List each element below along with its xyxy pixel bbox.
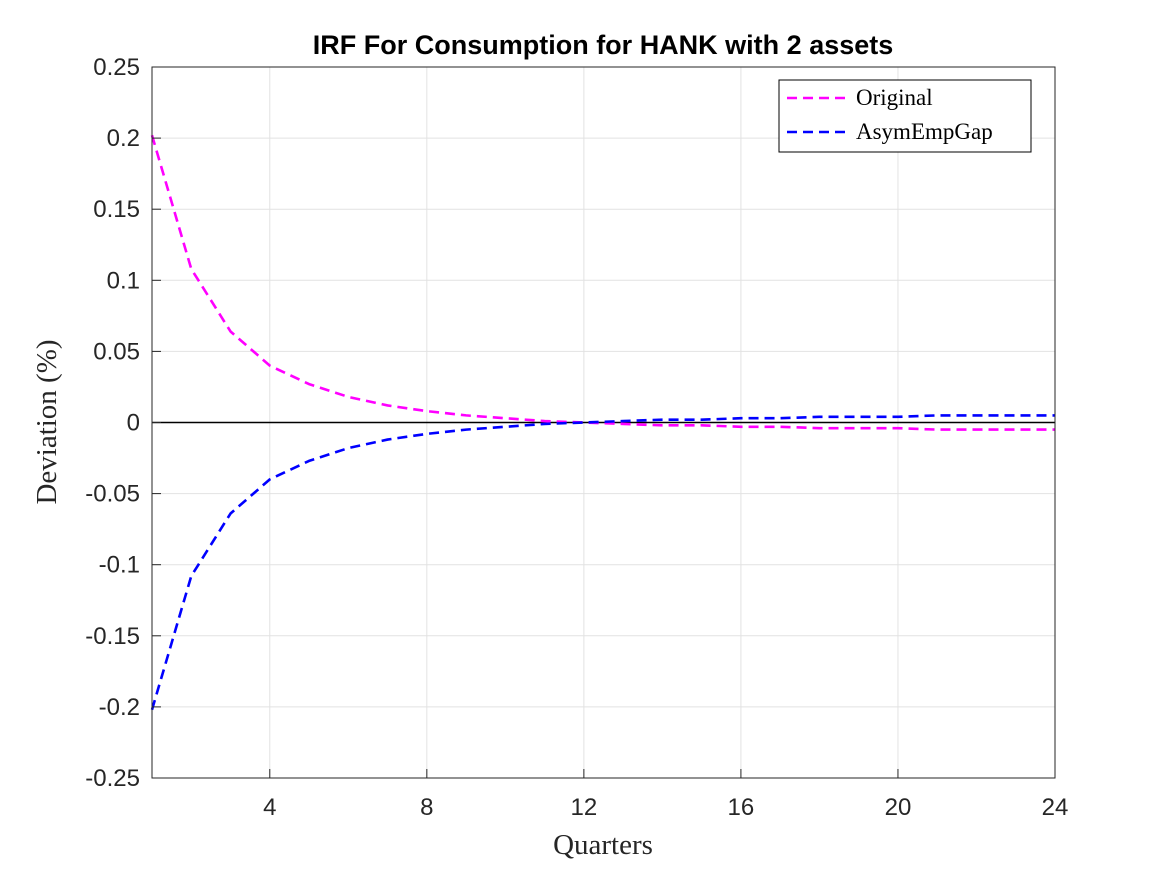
y-tick-label: 0.15 bbox=[93, 196, 140, 223]
x-tick-label: 8 bbox=[420, 794, 433, 821]
y-tick-label: 0.05 bbox=[93, 338, 140, 365]
y-tick-label: 0.25 bbox=[93, 54, 140, 81]
x-tick-label: 12 bbox=[571, 794, 598, 821]
y-tick-label: -0.25 bbox=[85, 765, 140, 792]
legend: Original AsymEmpGap bbox=[778, 79, 1032, 153]
x-tick-label: 20 bbox=[885, 794, 912, 821]
x-tick-label: 4 bbox=[263, 794, 276, 821]
y-tick-label: 0 bbox=[127, 410, 140, 437]
y-tick-label: -0.2 bbox=[99, 694, 140, 721]
y-tick-label: 0.2 bbox=[107, 125, 140, 152]
x-tick-label: 16 bbox=[728, 794, 755, 821]
y-tick-labels: 0.25 0.2 0.15 0.1 0.05 0 -0.05 -0.1 -0.15 -0.2 -0.… bbox=[85, 54, 161, 792]
x-axis-label: Quarters bbox=[553, 829, 653, 861]
legend-label: Original bbox=[856, 85, 933, 110]
x-tick-label: 24 bbox=[1042, 794, 1069, 821]
x-tick-labels: 4 8 12 16 20 24 bbox=[263, 769, 1068, 821]
y-tick-label: -0.15 bbox=[85, 623, 140, 650]
legend-box bbox=[778, 79, 1032, 153]
y-tick-label: -0.1 bbox=[99, 552, 140, 579]
y-axis-label: Deviation (%) bbox=[31, 339, 63, 504]
legend-label: AsymEmpGap bbox=[856, 119, 993, 144]
y-tick-label: 0.1 bbox=[107, 267, 140, 294]
y-tick-label: -0.05 bbox=[85, 481, 140, 508]
chart-title: IRF For Consumption for HANK with 2 asse… bbox=[313, 30, 894, 60]
